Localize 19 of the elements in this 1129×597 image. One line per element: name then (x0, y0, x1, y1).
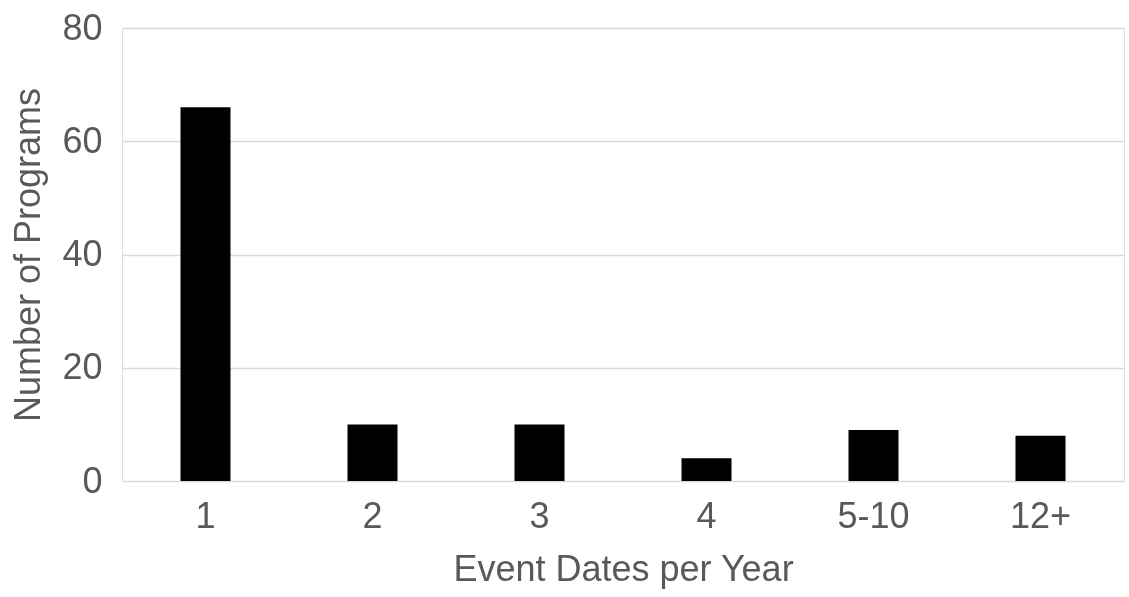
bar (681, 458, 732, 481)
bar (848, 430, 899, 481)
bar (1015, 435, 1066, 481)
y-tick-label: 20 (62, 346, 103, 388)
x-axis-title: Event Dates per Year (453, 547, 794, 589)
x-tick-label: 2 (362, 494, 383, 536)
y-axis-title: Number of Programs (7, 87, 49, 423)
bar (180, 107, 231, 481)
x-tick-label: 5-10 (837, 494, 910, 536)
y-tick-label: 60 (62, 119, 103, 161)
y-tick-label: 40 (62, 233, 103, 274)
x-tick-label: 1 (195, 494, 216, 536)
bar (514, 424, 565, 481)
y-tick-label: 80 (62, 6, 103, 48)
y-tick-label: 0 (82, 459, 103, 501)
x-tick-label: 3 (529, 494, 550, 536)
bar (347, 424, 398, 481)
x-tick-label: 12+ (1009, 494, 1072, 536)
x-tick-label: 4 (696, 494, 717, 536)
